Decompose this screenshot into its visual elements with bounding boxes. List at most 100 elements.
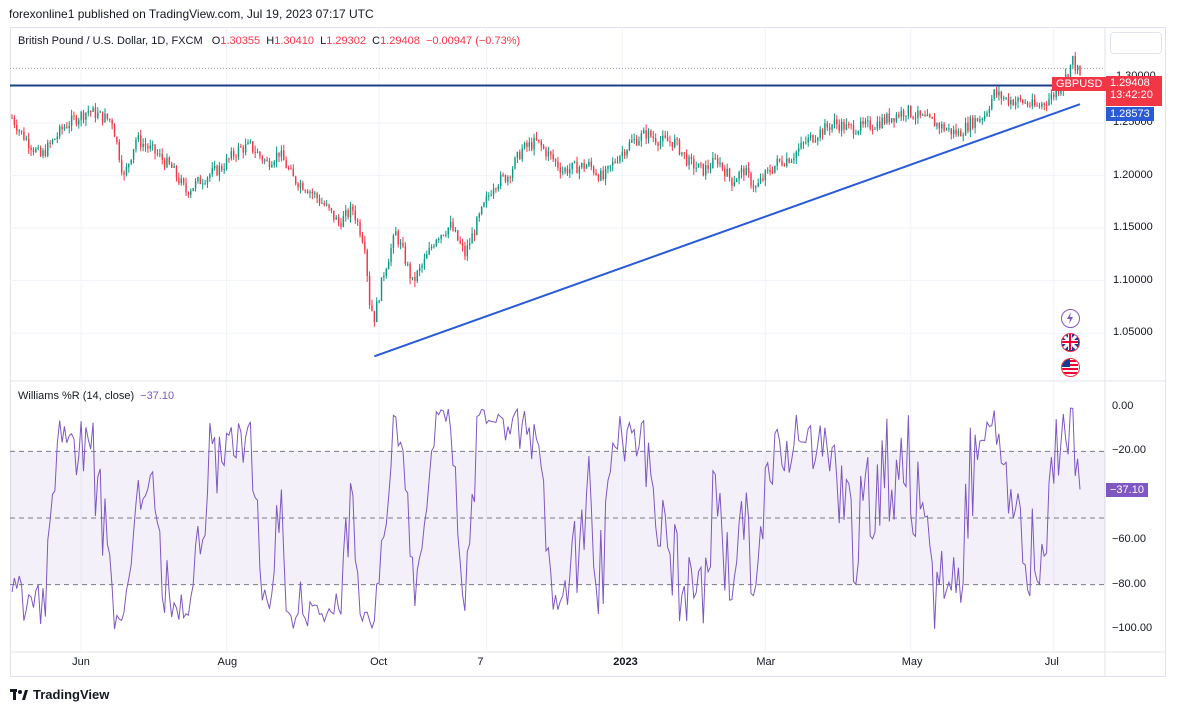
candle-body [633,138,635,141]
candle-body [900,110,902,117]
candle-body [612,161,614,166]
candle-body [1045,104,1048,106]
candle-body [914,118,917,120]
candle-body [666,137,669,142]
candle-body [464,246,466,257]
candle-body [714,158,716,160]
candle-body [759,178,762,184]
candle-body [571,162,573,170]
candle-body [554,159,557,162]
candle-body [597,174,600,181]
candle-body [1048,99,1050,106]
candle-body [259,151,261,157]
candle-body [199,177,202,185]
candle-body [149,145,151,149]
candle-body [390,248,392,262]
low-value: 1.29302 [326,35,366,47]
candle-body [261,156,264,161]
candle-body [294,176,297,184]
candle-body [678,139,681,155]
candle-body [552,154,554,160]
candle-body [514,157,516,169]
candle-body [1024,102,1026,104]
candle-body [416,271,418,281]
candle-body [106,113,109,119]
candle-body [171,163,173,168]
time-tick-label: 7 [477,656,484,668]
candle-body [733,181,736,186]
candle-body [647,130,650,139]
candle-body [42,150,44,157]
candle-body [302,183,304,191]
candle-body [547,151,550,157]
candle-body [771,172,774,174]
candle-body [604,168,607,180]
candle-body [1043,103,1045,105]
candle-body [92,107,94,112]
candle-body [623,151,626,156]
us-flag-icon[interactable] [1061,358,1080,377]
candle-body [23,131,25,140]
footer-brand[interactable]: TradingView [10,687,109,702]
candle-body [845,123,848,130]
candle-body [545,148,547,157]
candle-body [497,185,500,189]
candle-body [240,146,242,148]
candle-body [178,177,180,184]
candle-body [869,120,871,130]
candle-body [840,121,843,131]
candle-body [995,89,998,96]
candle-body [1060,90,1062,94]
candle-body [254,151,256,153]
candle-body [650,130,652,137]
publisher-header: forexonline1 published on TradingView.co… [9,7,374,21]
candle-body [926,114,929,117]
candle-body [948,128,950,130]
candle-body [430,247,433,249]
candle-body [709,168,712,170]
candle-body [912,116,914,119]
candle-body [87,110,90,113]
candle-body [175,166,178,178]
grid-layer [10,27,1105,652]
candle-body [35,148,37,152]
candle-body [457,230,459,241]
chart-control-button[interactable] [1110,32,1162,54]
candle-body [523,142,526,149]
candle-body [716,158,719,165]
candle-body [585,165,588,169]
candle-body [1079,65,1081,76]
williams-legend[interactable]: Williams %R (14, close) −37.10 [18,390,174,402]
candle-body [781,160,783,165]
candle-body [509,176,511,178]
candle-body [147,146,149,149]
candle-body [888,113,891,123]
candle-body [826,123,829,128]
candle-body [852,125,855,135]
candle-body [266,159,268,161]
candle-body [821,129,824,135]
candle-body [478,214,480,218]
price-tick-label: 1.20000 [1113,168,1153,181]
candle-body [445,234,447,236]
candle-body [645,130,647,139]
candle-body [225,158,228,169]
candle-body [793,158,795,161]
candle-body [559,167,562,173]
candle-body [349,206,352,218]
williams-value: −37.10 [140,390,175,402]
candle-body [979,119,981,122]
candle-body [66,126,68,128]
candle-body [881,117,883,129]
uk-flag-icon[interactable] [1061,333,1080,352]
symbol-legend[interactable]: British Pound / U.S. Dollar, 1D, FXCM O1… [18,35,520,47]
candle-body [726,168,728,177]
candle-body [797,148,800,152]
lightning-icon[interactable] [1061,309,1080,328]
candle-body [252,141,254,152]
candle-body [695,167,697,169]
candle-body [569,169,571,174]
candle-body [690,156,693,160]
candle-body [13,117,16,125]
